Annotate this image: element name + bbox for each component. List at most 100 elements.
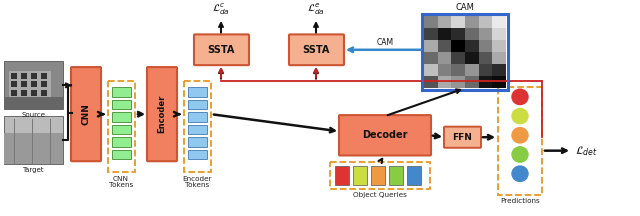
Bar: [465, 52, 479, 64]
Circle shape: [512, 108, 528, 124]
Bar: [188, 150, 207, 159]
Text: Source: Source: [21, 112, 45, 118]
Bar: [438, 64, 451, 76]
Bar: [465, 28, 479, 40]
Bar: [188, 125, 207, 134]
Text: CNN: CNN: [81, 103, 90, 125]
Text: Tokens: Tokens: [109, 182, 133, 188]
Bar: [424, 52, 438, 64]
Bar: [41, 81, 47, 87]
Bar: [188, 100, 207, 109]
FancyBboxPatch shape: [147, 67, 177, 161]
Bar: [21, 73, 27, 79]
Bar: [479, 40, 492, 52]
Bar: [21, 90, 27, 96]
Text: Encoder: Encoder: [157, 95, 166, 133]
Bar: [188, 137, 207, 147]
Bar: [492, 28, 506, 40]
Bar: [407, 166, 421, 185]
Bar: [112, 125, 131, 134]
Bar: [479, 28, 492, 40]
Bar: [31, 81, 37, 87]
Circle shape: [512, 128, 528, 143]
Bar: [112, 87, 131, 97]
Bar: [451, 76, 465, 88]
Bar: [108, 81, 135, 172]
Text: Object Queries: Object Queries: [353, 192, 407, 198]
Bar: [112, 112, 131, 122]
Bar: [11, 81, 17, 87]
Bar: [41, 90, 47, 96]
Bar: [451, 52, 465, 64]
Bar: [11, 73, 17, 79]
Text: $\mathcal{L}_{da}^{c}$: $\mathcal{L}_{da}^{c}$: [212, 2, 230, 17]
Bar: [424, 64, 438, 76]
Bar: [492, 52, 506, 64]
Bar: [9, 71, 51, 102]
Text: Encoder: Encoder: [182, 176, 212, 182]
Bar: [4, 133, 63, 164]
Bar: [389, 166, 403, 185]
Text: FFN: FFN: [452, 133, 472, 142]
Text: CAM: CAM: [456, 3, 474, 12]
Bar: [188, 87, 207, 97]
Text: CAM: CAM: [377, 38, 394, 47]
Text: $\mathcal{L}_{da}^{e}$: $\mathcal{L}_{da}^{e}$: [307, 2, 325, 17]
Text: Tokens: Tokens: [185, 182, 209, 188]
Text: SSTA: SSTA: [302, 45, 330, 55]
Bar: [492, 64, 506, 76]
Bar: [353, 166, 367, 185]
FancyBboxPatch shape: [289, 34, 344, 65]
Bar: [479, 16, 492, 28]
Bar: [438, 40, 451, 52]
Text: Decoder: Decoder: [362, 130, 408, 140]
Circle shape: [512, 89, 528, 105]
Bar: [41, 73, 47, 79]
Bar: [112, 100, 131, 109]
Bar: [112, 150, 131, 159]
Text: $\mathcal{L}_{det}$: $\mathcal{L}_{det}$: [575, 144, 598, 157]
Circle shape: [512, 147, 528, 162]
Text: CNN: CNN: [113, 176, 129, 182]
Bar: [330, 162, 430, 189]
Bar: [438, 16, 451, 28]
Bar: [438, 28, 451, 40]
Bar: [498, 87, 542, 195]
Bar: [424, 76, 438, 88]
Bar: [451, 40, 465, 52]
Bar: [465, 40, 479, 52]
Bar: [21, 81, 27, 87]
Bar: [184, 81, 211, 172]
Bar: [11, 90, 17, 96]
Text: SSTA: SSTA: [207, 45, 235, 55]
Bar: [335, 166, 349, 185]
Bar: [438, 52, 451, 64]
Bar: [424, 40, 438, 52]
Text: Predictions: Predictions: [500, 198, 540, 204]
Bar: [424, 16, 438, 28]
Bar: [4, 116, 63, 164]
Bar: [451, 64, 465, 76]
Bar: [4, 97, 63, 109]
Text: Target: Target: [22, 167, 44, 173]
FancyBboxPatch shape: [339, 115, 431, 156]
Bar: [479, 64, 492, 76]
Bar: [492, 16, 506, 28]
Bar: [465, 64, 479, 76]
Circle shape: [512, 166, 528, 181]
Bar: [188, 112, 207, 122]
FancyBboxPatch shape: [444, 127, 481, 148]
Bar: [438, 76, 451, 88]
Bar: [112, 137, 131, 147]
Bar: [371, 166, 385, 185]
FancyBboxPatch shape: [71, 67, 101, 161]
Bar: [424, 28, 438, 40]
Bar: [492, 40, 506, 52]
Bar: [451, 16, 465, 28]
Bar: [451, 28, 465, 40]
FancyBboxPatch shape: [194, 34, 249, 65]
Bar: [479, 76, 492, 88]
Bar: [465, 16, 479, 28]
Bar: [4, 61, 63, 109]
Bar: [465, 76, 479, 88]
